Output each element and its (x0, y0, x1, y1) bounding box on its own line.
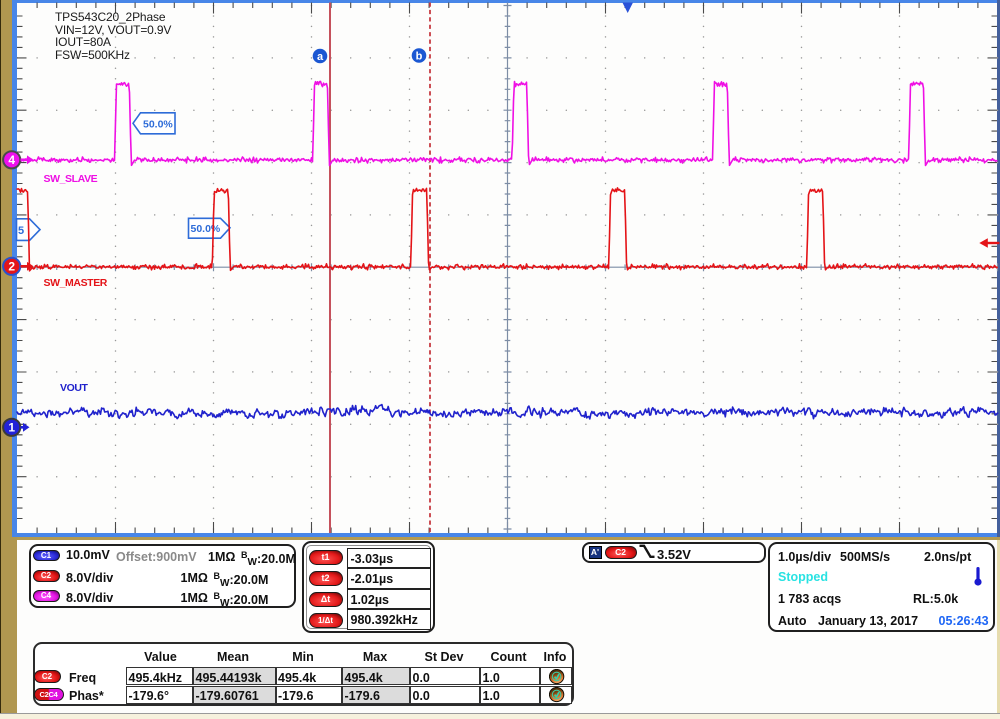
svg-text:1: 1 (8, 421, 15, 435)
svg-text:a: a (317, 51, 324, 63)
svg-text:50.0%: 50.0% (143, 119, 173, 131)
svg-text:2: 2 (8, 260, 15, 274)
svg-text:b: b (416, 51, 423, 63)
svg-text:5: 5 (18, 225, 24, 237)
svg-text:50.0%: 50.0% (191, 223, 221, 235)
svg-text:4: 4 (8, 153, 15, 167)
